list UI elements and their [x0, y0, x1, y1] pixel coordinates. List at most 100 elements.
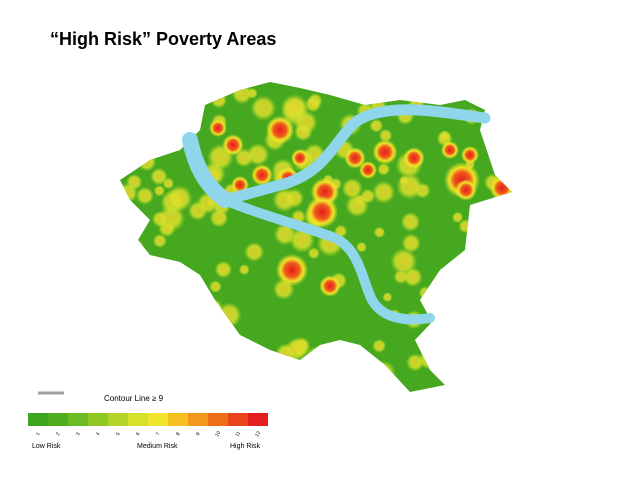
hotspot — [441, 141, 459, 159]
scale-tick-label: 2 — [55, 431, 62, 437]
scale-tick-label: 7 — [155, 431, 162, 437]
risk-blob — [370, 360, 397, 387]
scale-swatch — [148, 413, 168, 426]
risk-blob — [238, 264, 250, 276]
risk-blob — [135, 186, 155, 205]
risk-blob — [172, 129, 183, 140]
risk-blob — [120, 302, 138, 321]
risk-blob — [369, 118, 384, 133]
hotspot — [461, 146, 479, 164]
risk-blob — [152, 233, 167, 249]
risk-blob — [483, 311, 511, 338]
risk-blob — [161, 290, 187, 317]
rivers — [182, 104, 491, 325]
risk-blob — [296, 338, 309, 351]
scale-swatch — [168, 413, 188, 426]
risk-blob — [209, 280, 222, 294]
ohio-river — [182, 132, 233, 208]
scale-swatch — [208, 413, 228, 426]
risk-scale: 1 2 3 4 5 6 7 8 9 10 11 12 — [28, 413, 268, 438]
risk-blob — [378, 128, 393, 143]
scale-tick-label: 4 — [95, 431, 102, 437]
slide-title: “High Risk” Poverty Areas — [50, 29, 276, 49]
risk-blob — [137, 152, 157, 172]
scale-swatch — [48, 413, 68, 426]
city-map — [120, 82, 512, 392]
scale-tick-label: 1 — [35, 431, 42, 437]
risk-blob — [166, 185, 193, 212]
risk-blob — [418, 286, 433, 300]
risk-blob — [153, 185, 166, 197]
risk-blob — [144, 338, 166, 359]
risk-blob — [480, 317, 498, 335]
risk-blob — [288, 362, 315, 389]
hotspot — [344, 147, 366, 169]
risk-blob — [206, 299, 223, 315]
risk-blob — [304, 96, 322, 113]
risk-blob — [372, 338, 387, 353]
hotspot — [305, 195, 339, 229]
scale-swatch — [68, 413, 88, 426]
risk-blob — [176, 82, 202, 99]
hotspot — [489, 175, 512, 201]
risk-blob — [360, 188, 376, 204]
low-label: Low Risk — [32, 443, 61, 450]
hotspot — [372, 139, 398, 165]
risk-blob — [246, 87, 258, 99]
risk-blob — [487, 259, 504, 276]
risk-blob — [499, 276, 512, 290]
risk-blob — [162, 177, 175, 190]
risk-blob — [214, 260, 233, 279]
risk-blob — [275, 343, 296, 364]
risk-blob — [120, 182, 138, 204]
allegheny-river — [219, 104, 491, 206]
risk-blob — [122, 311, 141, 330]
risk-blob — [438, 331, 452, 345]
scale-tick-label: 6 — [135, 431, 142, 437]
risk-blob — [382, 292, 393, 303]
risk-blob — [401, 233, 421, 253]
scale-swatch — [188, 413, 208, 426]
scale-tick-label: 10 — [214, 430, 222, 438]
risk-blob — [151, 210, 169, 228]
risk-blob — [173, 285, 196, 309]
scale-tick-label: 3 — [75, 431, 82, 437]
risk-blob — [160, 343, 183, 366]
scale-swatch — [88, 413, 108, 426]
high-label: High Risk — [230, 443, 260, 450]
risk-blob — [406, 353, 425, 372]
risk-blob — [458, 360, 475, 378]
scale-swatch — [108, 413, 128, 426]
risk-blob — [280, 93, 309, 122]
risk-blob — [128, 238, 144, 254]
risk-blob — [148, 124, 168, 144]
hotspot — [319, 275, 341, 297]
risk-blob — [244, 241, 265, 263]
risk-blob — [175, 350, 197, 372]
risk-blob — [180, 313, 201, 334]
risk-blob — [465, 256, 484, 274]
risk-blob — [120, 222, 135, 241]
risk-blob — [377, 162, 391, 176]
risk-blob — [485, 350, 511, 376]
risk-blob — [497, 211, 512, 226]
risk-blob — [146, 82, 167, 102]
scale-tick-label: 12 — [254, 430, 262, 438]
risk-blob — [400, 211, 421, 232]
scale-tick-label: 9 — [195, 431, 202, 437]
risk-blob — [150, 98, 164, 113]
hotspot — [251, 164, 273, 186]
risk-blob — [210, 92, 227, 109]
hotspot — [275, 253, 309, 287]
scale-tick-label: 8 — [175, 431, 182, 437]
hotspot — [455, 179, 477, 201]
risk-blob — [465, 234, 483, 253]
risk-blob — [460, 279, 487, 306]
risk-blob — [451, 211, 464, 224]
scale-swatch — [28, 413, 48, 426]
scale-swatch — [248, 413, 268, 426]
risk-blob — [120, 367, 138, 390]
risk-blob — [493, 263, 512, 289]
